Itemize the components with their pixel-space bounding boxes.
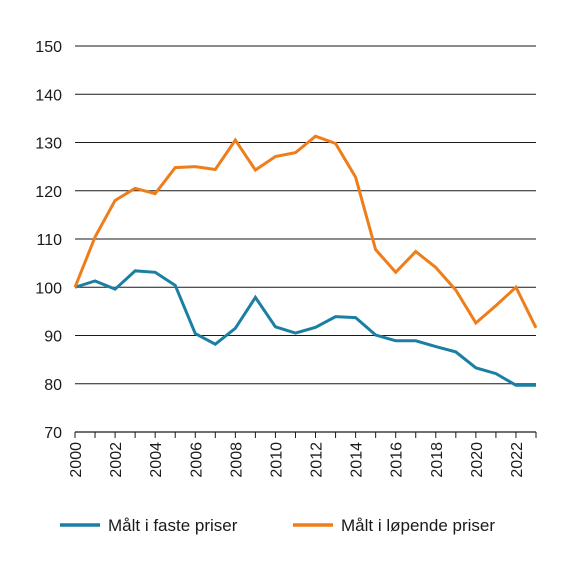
- x-tick-label: 2014: [349, 442, 366, 478]
- y-tick-label: 130: [35, 136, 62, 153]
- x-tick-label: 2004: [148, 442, 165, 478]
- x-tick-label: 2022: [509, 442, 526, 478]
- y-tick-label: 150: [35, 39, 62, 56]
- x-tick-label: 2006: [188, 442, 205, 478]
- series-line-2: [73, 134, 538, 329]
- legend-label: Målt i løpende priser: [341, 516, 495, 535]
- y-axis-tick-labels: 70 80 90 100 110 120 130 140 150: [35, 39, 62, 442]
- x-tick-label: 2008: [228, 442, 245, 478]
- y-tick-label: 120: [35, 184, 62, 201]
- x-tick-label: 2018: [429, 442, 446, 478]
- y-tick-label: 100: [35, 280, 62, 297]
- x-tick-label: 2012: [309, 442, 326, 478]
- x-tick-label: 2010: [268, 442, 285, 478]
- x-axis: 2000 2002 2004 2006 2008 2010 2012 2014 2016 2018…: [68, 431, 537, 478]
- gridlines: [75, 45, 536, 385]
- y-tick-label: 70: [44, 425, 62, 442]
- y-tick-label: 110: [36, 232, 62, 249]
- legend-label: Målt i faste priser: [108, 516, 238, 535]
- series-lines: [73, 134, 538, 387]
- y-tick-label: 80: [44, 377, 62, 394]
- y-tick-label: 140: [35, 87, 62, 104]
- y-tick-label: 90: [44, 329, 62, 346]
- series-line-1: [74, 269, 536, 387]
- legend: Målt i faste priser Målt i løpende priser: [60, 516, 495, 535]
- x-tick-label: 2020: [469, 442, 486, 478]
- x-tick-label: 2002: [108, 442, 125, 478]
- x-tick-label: 2016: [389, 442, 406, 478]
- x-tick-label: 2000: [68, 442, 85, 478]
